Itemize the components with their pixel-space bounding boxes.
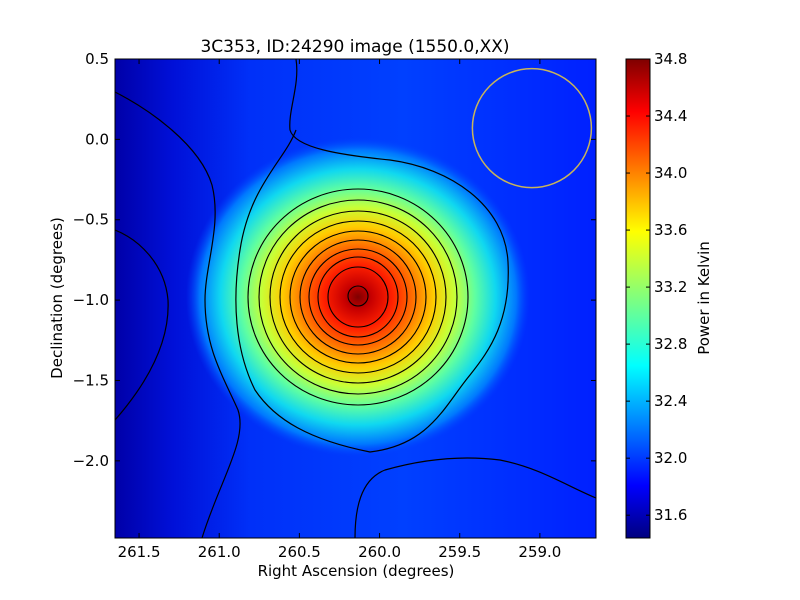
- x-tick-label: 260.5: [278, 543, 321, 561]
- colorbar-tick-label: 32.4: [654, 392, 687, 410]
- x-tick-label: 259.5: [438, 543, 481, 561]
- source-emission: [186, 137, 530, 457]
- beam-circle: [471, 67, 593, 189]
- x-tick-label: 261.5: [118, 543, 161, 561]
- x-tick-label: 259.0: [518, 543, 561, 561]
- contour-ring: [289, 230, 427, 364]
- colorbar-tick-label: 34.4: [654, 107, 687, 125]
- contour-ring: [327, 266, 389, 328]
- y-axis-label: Declination (degrees): [48, 217, 66, 379]
- colorbar-ticks: 34.8 34.4 34.0 33.6 33.2 32.8 32.4 32.0 31.6: [626, 50, 687, 524]
- contour-ring: [308, 248, 408, 346]
- colorbar-tick-label: 32.8: [654, 335, 687, 353]
- chart-title: 3C353, ID:24290 image (1550.0,XX): [200, 37, 509, 57]
- colorbar-tick-label: 33.6: [654, 221, 687, 239]
- x-axis-label: Right Ascension (degrees): [258, 562, 455, 580]
- colorbar-tick-label: 33.2: [654, 278, 687, 296]
- contour-ring: [258, 199, 458, 395]
- contour-line: [115, 91, 241, 538]
- outer-contours: [115, 59, 596, 538]
- contour-ring: [269, 210, 447, 384]
- plot-frame: [114, 58, 597, 539]
- plot-area: [115, 59, 596, 538]
- contour-line: [115, 229, 169, 421]
- y-tick-label: −0.5: [73, 211, 109, 229]
- colorbar-label: Power in Kelvin: [695, 241, 713, 355]
- contour-ring: [279, 220, 437, 374]
- colorbar-tick-label: 32.0: [654, 449, 687, 467]
- colorbar: [625, 58, 651, 539]
- x-tick-label: 260.0: [358, 543, 401, 561]
- contour-ring: [247, 188, 469, 406]
- x-axis: 261.5 261.0 260.5 260.0 259.5 259.0: [118, 59, 561, 561]
- y-tick-label: −2.0: [73, 452, 109, 470]
- colorbar-tick-label: 34.0: [654, 164, 687, 182]
- y-tick-label: 0.5: [85, 50, 109, 68]
- x-tick-label: 261.0: [198, 543, 241, 561]
- source-contours: [247, 188, 469, 406]
- contour-ring: [317, 256, 399, 338]
- y-tick-label: 0.0: [85, 130, 109, 148]
- y-tick-label: −1.0: [73, 291, 109, 309]
- y-axis: 0.5 0.0 −0.5 −1.0 −1.5 −2.0: [73, 50, 596, 470]
- contour-line: [235, 59, 509, 453]
- y-tick-label: −1.5: [73, 371, 109, 389]
- contour-line: [354, 457, 596, 538]
- contour-ring: [347, 285, 369, 307]
- colorbar-tick-label: 31.6: [654, 506, 687, 524]
- colorbar-tick-label: 34.8: [654, 50, 687, 68]
- contour-ring: [299, 239, 417, 355]
